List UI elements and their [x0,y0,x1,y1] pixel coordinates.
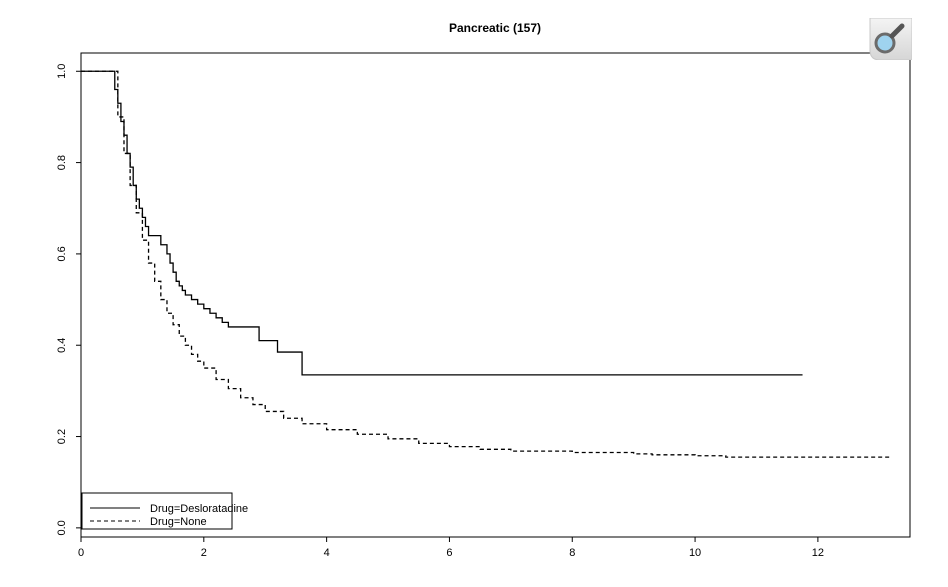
x-tick-label: 4 [324,547,330,559]
y-tick-label: 1.0 [56,64,68,79]
chart-title: Pancreatic (157) [449,21,541,35]
x-tick-label: 12 [812,547,824,559]
zoom-button[interactable] [866,18,912,60]
x-tick-label: 10 [689,547,701,559]
y-tick-label: 0.8 [56,155,68,170]
x-tick-label: 2 [201,547,207,559]
x-tick-label: 0 [78,547,84,559]
y-tick-label: 0.0 [56,520,68,535]
legend-label-desloratadine: Drug=Desloratadine [150,503,248,515]
series-layer [81,71,889,458]
plot-frame [81,53,910,537]
y-tick-label: 0.6 [56,246,68,261]
x-tick-label: 6 [446,547,452,559]
series-line-desloratadine [81,71,803,375]
x-tick-label: 8 [569,547,575,559]
x-axis: 0 2 4 6 8 10 12 [78,537,824,559]
legend: Drug=Desloratadine Drug=None [82,493,248,529]
y-tick-label: 0.2 [56,429,68,444]
magnifier-icon [866,18,912,60]
legend-label-none: Drug=None [150,516,207,528]
series-line-none [81,71,889,458]
y-tick-label: 0.4 [56,338,68,353]
y-axis: 0.0 0.2 0.4 0.6 0.8 1.0 [56,64,81,536]
